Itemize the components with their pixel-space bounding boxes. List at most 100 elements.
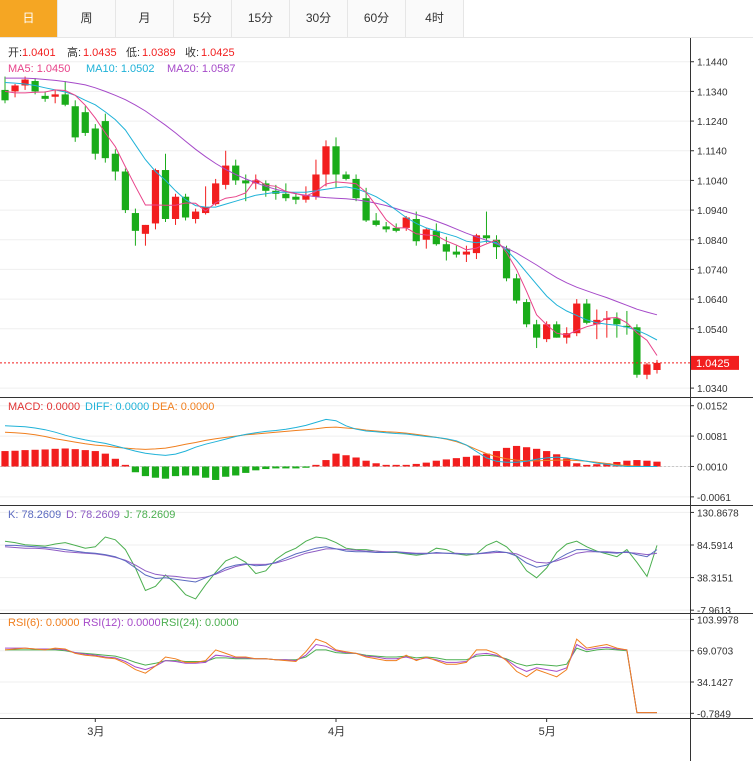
kdj-legend: K: 78.2609 D: 78.2609 J: 78.2609 [8,509,175,521]
candle-body [452,251,460,255]
candle-body [633,327,641,375]
tab-4hour[interactable]: 4时 [406,0,464,37]
ma10-line [4,82,658,341]
close-label: 收: [185,45,199,59]
price-tick-label: 1.0540 [697,325,728,336]
candle-body [543,324,551,340]
rsi24-line [5,647,657,714]
price-tick-label: 1.1240 [697,117,728,128]
macd-histogram-bar [512,445,521,467]
macd-histogram-bar [382,464,390,467]
candle-body [573,303,581,334]
price-tick-label: 1.0740 [697,265,728,276]
macd-histogram-bar [212,466,220,480]
price-tick-label: 1.0940 [697,206,728,217]
rsi-tick-label: -0.7849 [697,709,731,720]
rsi24-legend-value: RSI(24): 0.0000 [161,617,239,629]
ma20-legend: MA20: 1.0587 [167,63,236,75]
candle-body [372,220,380,225]
candle-body [61,94,69,105]
macd-histogram-bar [352,457,360,467]
kdj-tick-label: 84.5914 [697,541,734,552]
macd-histogram-bar [141,466,150,477]
price-tick-label: 1.0340 [697,384,728,395]
candle-body [212,183,220,205]
low-label: 低: [126,46,140,59]
candle-body [91,128,99,154]
macd-histogram-bar [151,466,160,478]
macd-histogram-bar [242,466,250,473]
macd-tick-label: 0.0010 [697,462,728,473]
tab-month[interactable]: 月 [116,0,174,37]
macd-histogram-bar [191,466,200,476]
date-axis: 3月 4月 5月 [87,718,556,738]
macd-histogram-bar [603,463,611,467]
macd-histogram-bar [111,458,119,467]
candle-body [553,324,561,338]
macd-histogram-bar [232,466,240,476]
candle-body [141,224,150,234]
kdj-tick-label: 130.8678 [697,508,739,519]
macd-histogram-bar [573,463,581,467]
macd-histogram-bar [362,460,370,467]
macd-histogram-bar [613,461,621,467]
macd-histogram-bar [332,453,340,467]
candle-body [603,318,611,320]
candle-body [412,218,420,242]
macd-histogram-bar [11,450,19,467]
candle-body [262,183,270,191]
j-legend-value: J: 78.2609 [124,509,175,521]
rsi-tick-label: 34.1427 [697,678,734,689]
candle-body [472,235,481,254]
rsi-tick-label: 103.9978 [697,615,739,626]
macd-histogram-bar [51,448,59,467]
macd-legend-value: MACD: 0.0000 [8,401,80,413]
macd-histogram-bar [222,466,230,477]
rsi-legend: RSI(6): 0.0000 RSI(12): 0.0000 RSI(24): … [8,617,239,629]
high-label: 高: [67,45,81,59]
candle-body [392,227,400,231]
candle-body [312,174,320,197]
candle-body [482,235,491,239]
macd-histogram-bar [1,451,9,467]
macd-histogram-bar [252,466,260,471]
macd-histogram-bar [462,456,471,467]
rsi-axis: 103.9978 69.0703 34.1427 -0.7849 [690,615,739,720]
rsi-tick-label: 69.0703 [697,647,734,658]
price-tick-label: 1.1140 [697,147,727,158]
tab-30min[interactable]: 30分 [290,0,348,37]
tab-60min[interactable]: 60分 [348,0,406,37]
tab-5min[interactable]: 5分 [174,0,232,37]
macd-tick-label: 0.0081 [697,432,728,443]
candle-body [643,364,651,375]
tab-week[interactable]: 周 [58,0,116,37]
ma20-line [5,77,658,316]
rsi6-line [4,638,657,714]
candle-body [583,303,591,323]
tab-15min[interactable]: 15分 [232,0,290,37]
candle-body [161,170,170,219]
candle-body [11,85,19,92]
price-tick-label: 1.1040 [697,176,728,187]
macd-histogram-bar [61,448,69,467]
chart-canvas[interactable]: 1.1440 1.1340 1.1240 1.1140 1.1040 1.0940 1.08… [0,38,753,761]
ma-legend: MA5: 1.0450 MA10: 1.0502 MA20: 1.0587 [8,63,236,75]
macd-histogram-bar [452,458,460,467]
candle-body [111,153,119,172]
macd-histogram-bar [583,464,591,467]
date-tick-label: 4月 [328,726,345,738]
dea-legend-value: DEA: 0.0000 [152,401,214,413]
candle-body [1,89,9,101]
candlestick-series [1,76,661,380]
ohlc-legend: 开: 1.0401 高: 1.0435 低: 1.0389 收: 1.0425 [8,45,235,59]
price-tick-label: 1.0840 [697,236,728,247]
macd-histogram-bar [482,453,491,467]
kdj-tick-label: -7.9613 [697,606,731,617]
candle-body [522,302,531,325]
candle-body [81,112,89,133]
macd-histogram-bar [402,464,410,467]
tab-day[interactable]: 日 [0,0,58,37]
high-value: 1.0435 [83,47,117,59]
macd-histogram-bar [392,464,400,467]
rsi6-legend-value: RSI(6): 0.0000 [8,617,80,629]
